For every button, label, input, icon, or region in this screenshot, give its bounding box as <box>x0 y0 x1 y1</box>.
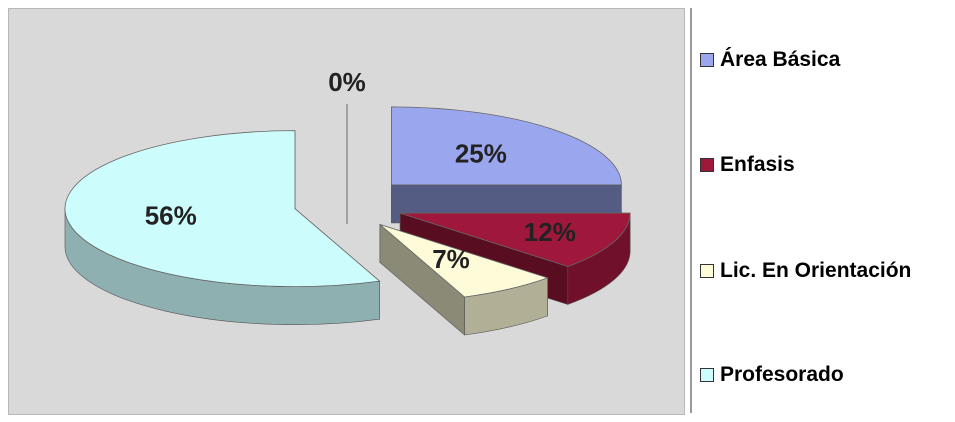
legend-swatch-lic-orientacion <box>700 264 714 278</box>
legend-item-profesorado: Profesorado <box>700 363 844 387</box>
slice-top-enfasis <box>400 212 631 267</box>
slice-lic-en-orientacion <box>379 223 549 336</box>
data-label-area-basica: 25% <box>455 139 507 169</box>
slice-top-area-basica <box>391 106 622 186</box>
pie-chart: 25% 12% 7% 56% 0% <box>64 67 631 336</box>
legend-item-lic-orientacion: Lic. En Orientación <box>700 259 911 283</box>
legend-swatch-profesorado <box>700 368 714 382</box>
legend-label-area-basica: Área Básica <box>720 48 841 71</box>
legend-label-lic-orientacion: Lic. En Orientación <box>720 259 912 282</box>
slice-profesorado <box>64 130 381 325</box>
legend-item-enfasis: Enfasis <box>700 153 795 177</box>
slice-top-lic-en-orientacion <box>379 224 549 298</box>
plot-area: 25% 12% 7% 56% 0% <box>8 8 685 415</box>
data-label-profesorado: 56% <box>145 201 197 231</box>
data-label-lic-en-orientacion: 7% <box>432 244 470 274</box>
data-label-zero: 0% <box>328 67 366 97</box>
legend-item-area-basica: Área Básica <box>700 48 840 72</box>
legend-swatch-enfasis <box>700 158 714 172</box>
legend-label-profesorado: Profesorado <box>720 363 844 386</box>
data-label-enfasis: 12% <box>524 217 576 247</box>
slice-top-profesorado <box>64 130 381 288</box>
legend-label-enfasis: Enfasis <box>720 153 795 176</box>
legend: Área Básica Enfasis Lic. En Orientación … <box>690 8 954 413</box>
legend-swatch-area-basica <box>700 53 714 67</box>
